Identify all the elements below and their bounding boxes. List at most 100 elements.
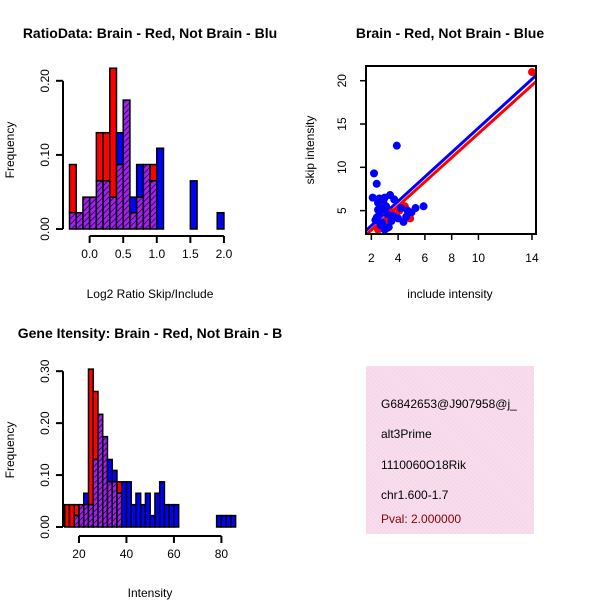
ratio-histogram-axes: 0.0 0.5 1.0 1.5 2.0 0.00 0.10 0.20 — [38, 69, 233, 261]
info-pval: Pval: 2.000000 — [381, 512, 461, 526]
not-brain-point — [387, 217, 396, 226]
intensity-bar-overlap-hatch — [97, 414, 103, 527]
intensity-y-tick-label: 0.30 — [38, 359, 52, 383]
not-brain-point — [370, 169, 379, 178]
intensity-x-tick-label: 80 — [215, 547, 229, 561]
ratio-bar-overlap-hatch — [143, 164, 151, 229]
intensity-bar-not-brain — [230, 514, 237, 528]
scatter-x-tick-label: 4 — [395, 251, 402, 265]
not-brain-point — [390, 195, 399, 204]
not-brain-point — [372, 213, 381, 222]
ratio-bar-overlap-hatch — [150, 180, 157, 229]
gene-intensity-histogram-panel: Gene Itensity: Brain - Red, Not Brain - … — [3, 325, 282, 600]
ratio-bar-overlap-hatch — [96, 180, 104, 229]
ratio-bar-overlap-hatch — [69, 212, 77, 229]
intensity-scatter-panel: Brain - Red, Not Brain - Blue 2 4 6 8 10 14 5 1… — [303, 25, 544, 301]
intensity-bar-overlap-hatch — [112, 481, 117, 527]
info-gene-name: 1110060O18Rik — [381, 458, 467, 472]
intensity-x-tick-label: 20 — [72, 547, 86, 561]
ratio-bar-overlap-hatch — [129, 212, 137, 229]
scatter-axes: 2 4 6 8 10 14 5 10 15 20 — [335, 74, 539, 265]
not-brain-point — [380, 225, 389, 234]
ratio-bar-overlap-hatch — [82, 197, 90, 229]
ratio-bar-overlap-hatch — [103, 180, 110, 229]
scatter-y-tick-label: 10 — [335, 160, 349, 174]
scatter-x-tick-label: 8 — [448, 251, 455, 265]
intensity-bar-overlap-hatch — [83, 504, 89, 527]
ratio-bar-not-brain — [216, 211, 225, 230]
not-brain-point — [378, 218, 387, 227]
info-probe-id: G6842653@J907958@j_ — [381, 397, 517, 411]
ratio-histogram-panel: RatioData: Brain - Red, Not Brain - Blu … — [3, 25, 277, 301]
scatter-ylabel: skip intensity — [303, 116, 317, 185]
info-panel: G6842653@J907958@j_ alt3Prime 1110060O18… — [366, 366, 534, 534]
ratio-bar-brain — [149, 163, 158, 182]
not-brain-point — [379, 196, 388, 205]
scatter-title: Brain - Red, Not Brain - Blue — [356, 25, 544, 41]
not-brain-point — [392, 141, 401, 150]
intensity-bar-overlap-hatch — [74, 515, 79, 527]
ratio-bar-not-brain — [135, 163, 145, 198]
scatter-x-tick-label: 2 — [368, 251, 375, 265]
ratio-bar-not-brain — [189, 180, 198, 230]
intensity-bar-overlap-hatch — [78, 504, 84, 527]
ratio-x-tick-label: 0.0 — [81, 247, 98, 261]
scatter-xlabel: include intensity — [407, 287, 492, 301]
ratio-bar-overlap-hatch — [123, 100, 130, 229]
ratio-histogram-ylabel: Frequency — [3, 122, 17, 179]
ratio-histogram-title: RatioData: Brain - Red, Not Brain - Blu — [23, 25, 277, 41]
not-brain-point — [374, 205, 383, 214]
ratio-x-tick-label: 2.0 — [216, 247, 233, 261]
brain-fit-line — [366, 80, 536, 234]
ratio-x-tick-label: 1.5 — [182, 247, 199, 261]
ratio-bar-overlap-hatch — [89, 197, 97, 229]
intensity-bar-not-brain — [144, 492, 151, 528]
ratio-histogram-xlabel: Log2 Ratio Skip/Include — [87, 287, 214, 301]
scatter-fit-lines — [366, 74, 536, 234]
not-brain-point — [394, 214, 403, 223]
ratio-bar-brain — [102, 131, 111, 182]
scatter-y-tick-label: 20 — [335, 74, 349, 88]
scatter-y-tick-label: 15 — [335, 117, 349, 131]
ratio-x-tick-label: 0.5 — [115, 247, 132, 261]
ratio-bar-brain — [95, 131, 104, 182]
ratio-bar-overlap-hatch — [109, 197, 117, 229]
brain-point — [527, 68, 536, 77]
ratio-y-tick-label: 0.20 — [38, 69, 52, 93]
intensity-bar-overlap-hatch — [116, 493, 122, 527]
not-brain-point — [396, 204, 405, 213]
not-brain-point — [402, 212, 411, 221]
gene-intensity-xlabel: Intensity — [128, 586, 173, 600]
scatter-x-tick-label: 14 — [525, 251, 539, 265]
intensity-bar-overlap-hatch — [102, 436, 108, 527]
not-brain-point — [382, 202, 391, 211]
gene-intensity-bars — [63, 368, 237, 528]
gene-intensity-axes: 20 40 60 80 0.00 0.10 0.20 0.30 — [38, 359, 228, 561]
ratio-bar-brain — [109, 67, 118, 198]
ratio-bar-not-brain — [129, 196, 138, 214]
ratio-x-tick-label: 1.0 — [148, 247, 165, 261]
ratio-y-tick-label: 0.10 — [38, 143, 52, 167]
not-brain-point — [372, 179, 381, 188]
intensity-bar-not-brain — [111, 469, 118, 483]
not-brain-point — [383, 210, 392, 219]
ratio-histogram-bars — [68, 67, 225, 230]
intensity-x-tick-label: 60 — [167, 547, 181, 561]
intensity-y-tick-label: 0.00 — [38, 515, 52, 539]
intensity-bar-overlap-hatch — [93, 459, 98, 527]
scatter-y-tick-label: 5 — [335, 207, 349, 214]
not-brain-point — [411, 204, 420, 213]
scatter-points — [368, 68, 536, 234]
intensity-bar-overlap-hatch — [107, 481, 113, 527]
info-event-type: alt3Prime — [381, 427, 432, 441]
intensity-bar-overlap-hatch — [88, 504, 94, 527]
ratio-bar-overlap-hatch — [76, 212, 83, 229]
not-brain-point — [419, 202, 428, 211]
intensity-y-tick-label: 0.20 — [38, 411, 52, 435]
intensity-y-tick-label: 0.10 — [38, 463, 52, 487]
ratio-y-tick-label: 0.00 — [38, 217, 52, 241]
not-brain-fit-line — [366, 74, 536, 232]
intensity-x-tick-label: 40 — [120, 547, 134, 561]
scatter-x-tick-label: 10 — [472, 251, 486, 265]
